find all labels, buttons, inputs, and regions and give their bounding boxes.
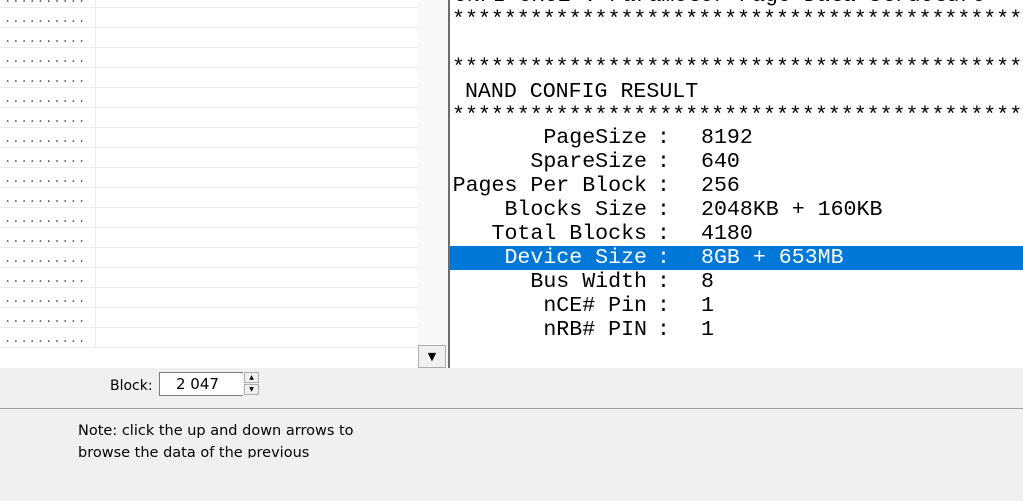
config-value: 2048KB + 160KB [701, 198, 883, 222]
config-key: nRB# PIN [543, 318, 647, 342]
grid-row[interactable]: .......... [0, 148, 418, 168]
grid-cell: .......... [0, 208, 96, 227]
grid-row[interactable]: .......... [0, 248, 418, 268]
colon: : [657, 222, 670, 246]
grid-cell: .......... [0, 68, 96, 87]
config-key: Bus Width [530, 270, 647, 294]
grid-cell: .......... [0, 8, 96, 27]
grid-row[interactable]: .......... [0, 68, 418, 88]
grid-cell: .......... [0, 188, 96, 207]
grid-row[interactable]: .......... [0, 328, 418, 348]
grid-row[interactable]: .......... [0, 228, 418, 248]
config-row[interactable]: SpareSize: 640 [450, 150, 1023, 174]
grid-cell: .......... [0, 288, 96, 307]
header-line-partial: ONFI 0x01 : Parameter Page Data Structur… [454, 0, 985, 8]
grid-cell: .......... [0, 268, 96, 287]
config-row[interactable]: Pages Per Block: 256 [450, 174, 1023, 198]
grid-row[interactable]: .......... [0, 108, 418, 128]
config-row[interactable]: PageSize: 8192 [450, 126, 1023, 150]
config-key: Pages Per Block [452, 174, 647, 198]
grid-cell: .......... [0, 148, 96, 167]
grid-row[interactable]: .......... [0, 48, 418, 68]
grid-row[interactable]: .......... [0, 168, 418, 188]
nand-config-result-panel: ONFI 0x01 : Parameter Page Data Structur… [450, 0, 1023, 368]
block-label: Block: [110, 378, 153, 394]
config-row[interactable]: nCE# Pin: 1 [450, 294, 1023, 318]
arrow-down-icon: ▼ [427, 350, 437, 363]
grid-cell: .......... [0, 108, 96, 127]
data-grid[interactable]: ........................................… [0, 0, 418, 368]
block-spin-up[interactable]: ▲ [244, 372, 259, 383]
stars-line: ****************************************… [452, 104, 1023, 128]
scroll-down-button[interactable]: ▼ [418, 345, 446, 368]
grid-row[interactable]: .......... [0, 288, 418, 308]
splitter[interactable] [448, 0, 450, 368]
config-value: 8GB + 653MB [701, 246, 844, 270]
colon: : [657, 150, 670, 174]
separator [0, 408, 1023, 409]
config-row[interactable]: Blocks Size: 2048KB + 160KB [450, 198, 1023, 222]
config-key: Total Blocks [491, 222, 647, 246]
grid-row[interactable]: .......... [0, 128, 418, 148]
block-number-input[interactable]: 2 047 [159, 372, 243, 396]
colon: : [657, 270, 670, 294]
grid-row[interactable]: .......... [0, 88, 418, 108]
grid-cell: .......... [0, 28, 96, 47]
grid-row[interactable]: .......... [0, 8, 418, 28]
config-key: Blocks Size [504, 198, 647, 222]
colon: : [657, 126, 670, 150]
grid-row[interactable]: .......... [0, 28, 418, 48]
grid-row[interactable]: .......... [0, 188, 418, 208]
grid-row[interactable]: .......... [0, 0, 418, 8]
config-value: 8 [701, 270, 714, 294]
config-value: 8192 [701, 126, 753, 150]
grid-cell: .......... [0, 48, 96, 67]
block-spin-down[interactable]: ▼ [244, 384, 259, 395]
grid-row[interactable]: .......... [0, 208, 418, 228]
config-row[interactable]: Bus Width: 8 [450, 270, 1023, 294]
grid-cell: .......... [0, 328, 96, 347]
config-value: 1 [701, 294, 714, 318]
config-key: PageSize [543, 126, 647, 150]
config-key: nCE# Pin [543, 294, 647, 318]
config-value: 1 [701, 318, 714, 342]
colon: : [657, 174, 670, 198]
result-title: NAND CONFIG RESULT [452, 80, 699, 104]
grid-cell: .......... [0, 308, 96, 327]
grid-cell: .......... [0, 248, 96, 267]
stars-line: ****************************************… [452, 56, 1023, 80]
config-row[interactable]: nRB# PIN: 1 [450, 318, 1023, 342]
note-text: Note: click the up and down arrows to br… [78, 423, 354, 458]
config-value: 4180 [701, 222, 753, 246]
config-value: 256 [701, 174, 740, 198]
grid-cell: .......... [0, 128, 96, 147]
config-value: 640 [701, 150, 740, 174]
vertical-scrollbar[interactable]: ▼ [418, 0, 448, 368]
colon: : [657, 318, 670, 342]
config-row[interactable]: Total Blocks: 4180 [450, 222, 1023, 246]
colon: : [657, 198, 670, 222]
config-key: Device Size [504, 246, 647, 270]
grid-cell: .......... [0, 0, 96, 7]
grid-cell: .......... [0, 228, 96, 247]
grid-cell: .......... [0, 168, 96, 187]
colon: : [657, 294, 670, 318]
config-key: SpareSize [530, 150, 647, 174]
grid-cell: .......... [0, 88, 96, 107]
stars-line: ****************************************… [452, 8, 1023, 32]
grid-row[interactable]: .......... [0, 308, 418, 328]
colon: : [657, 246, 670, 270]
grid-row[interactable]: .......... [0, 268, 418, 288]
config-row[interactable]: Device Size: 8GB + 653MB [450, 246, 1023, 270]
